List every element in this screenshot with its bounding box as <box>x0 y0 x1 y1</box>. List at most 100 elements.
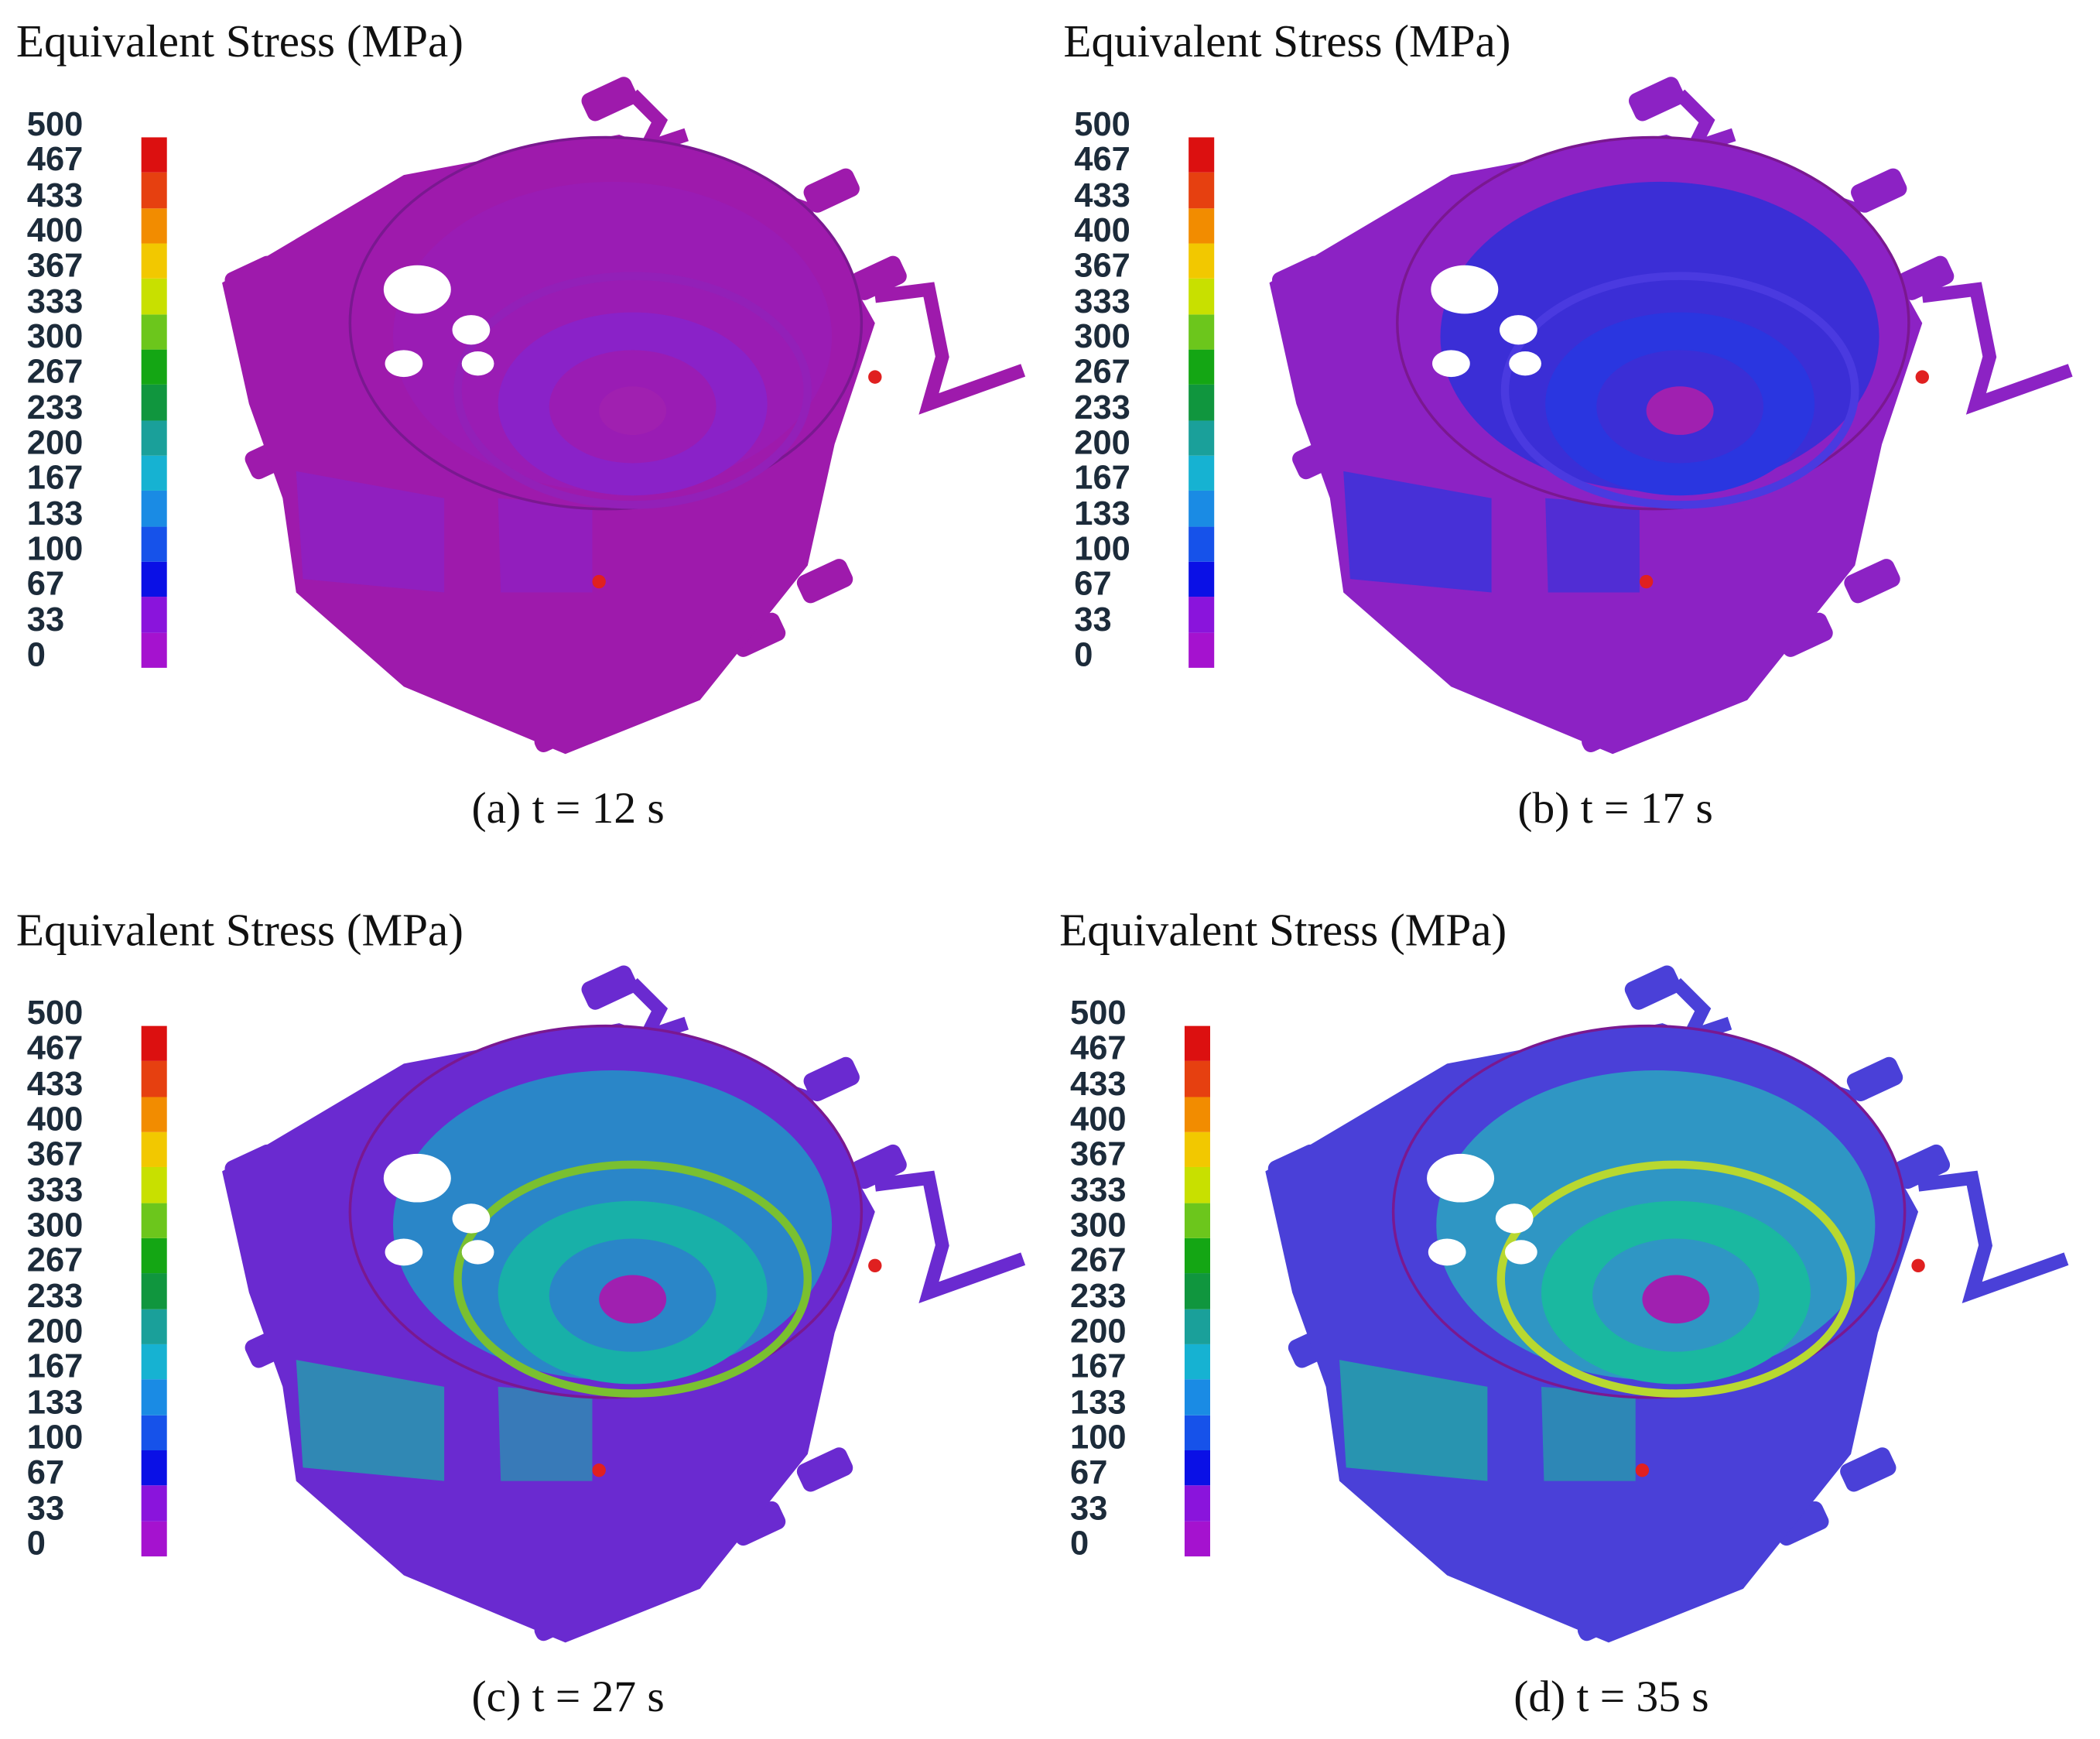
casting-render <box>1265 965 2069 1643</box>
legend-band <box>141 490 167 527</box>
legend-band <box>1184 1203 1210 1238</box>
tab <box>1840 1447 1896 1492</box>
hole <box>383 265 451 314</box>
legend-band <box>1189 208 1215 244</box>
legend-tick-label: 100 <box>27 530 84 567</box>
legend-band <box>1184 1025 1210 1061</box>
legend-band <box>141 1379 167 1416</box>
legend-tick-label: 500 <box>27 106 84 143</box>
hole <box>385 350 423 378</box>
tab <box>850 1144 907 1190</box>
legend-tick-label: 133 <box>27 495 84 532</box>
panel-caption: (a) t = 12 s <box>472 784 665 833</box>
tab <box>1893 1144 1951 1190</box>
legend-band <box>141 1131 167 1167</box>
hot-spot <box>592 574 606 589</box>
legend-tick-label: 367 <box>27 247 84 284</box>
legend-tick-label: 267 <box>1074 353 1130 390</box>
legend-band <box>141 1166 167 1203</box>
hole <box>1504 1240 1537 1265</box>
legend-band <box>1189 172 1215 209</box>
pipe <box>1917 1170 2069 1303</box>
ring-accent <box>1500 272 1859 509</box>
side-face <box>1545 498 1640 593</box>
legend-band <box>1184 1450 1210 1486</box>
legend-tick-label: 433 <box>1070 1066 1127 1103</box>
legend-tick-label: 467 <box>1070 1029 1127 1066</box>
legend-tick-label: 133 <box>1074 495 1130 532</box>
hole <box>1500 315 1537 345</box>
panel: Equivalent Stress (MPa) 03367100133167200… <box>1059 904 2069 1721</box>
panel-caption: (b) t = 17 s <box>1517 784 1712 833</box>
legend-tick-label: 67 <box>27 1454 64 1491</box>
legend-tick-label: 400 <box>1074 212 1130 249</box>
legend-title: Equivalent Stress (MPa) <box>16 904 463 955</box>
legend-band <box>1189 137 1215 173</box>
boss <box>1646 386 1714 435</box>
legend-tick-label: 233 <box>1070 1278 1127 1315</box>
panel: Equivalent Stress (MPa) 03367100133167200… <box>16 15 1026 833</box>
panel: Equivalent Stress (MPa) 03367100133167200… <box>16 904 1026 1721</box>
legend-band <box>1189 384 1215 421</box>
side-face <box>1343 471 1492 593</box>
legend-band <box>141 1025 167 1061</box>
legend-band <box>141 172 167 209</box>
side-face <box>296 1360 445 1481</box>
legend-band <box>1189 490 1215 527</box>
legend-tick-label: 100 <box>1074 530 1130 567</box>
boss <box>599 386 667 435</box>
legend-tick-label: 500 <box>1070 994 1127 1032</box>
legend-band <box>141 314 167 350</box>
legend-title: Equivalent Stress (MPa) <box>1059 904 1507 955</box>
tab <box>581 965 638 1010</box>
legend-tick-label: 367 <box>1070 1136 1127 1173</box>
legend-tick-label: 33 <box>1074 601 1111 638</box>
tab <box>803 1056 860 1102</box>
legend-tick-label: 400 <box>27 212 84 249</box>
legend-tick-label: 433 <box>27 1066 84 1103</box>
legend-band <box>141 455 167 491</box>
legend-band <box>1184 1379 1210 1416</box>
legend-band <box>1184 1166 1210 1203</box>
legend-tick-label: 0 <box>27 636 46 673</box>
legend-tick-label: 0 <box>1074 636 1093 673</box>
legend-tick-label: 133 <box>1070 1384 1127 1421</box>
boss <box>1642 1275 1710 1324</box>
legend-band <box>141 632 167 668</box>
legend-band <box>1184 1097 1210 1132</box>
panel: Equivalent Stress (MPa) 03367100133167200… <box>1063 15 2073 833</box>
legend-band <box>1184 1273 1210 1309</box>
legend-tick-label: 300 <box>27 1207 84 1244</box>
legend-tick-label: 167 <box>27 1348 84 1385</box>
legend-band <box>1184 1237 1210 1274</box>
tab <box>1846 1056 1903 1102</box>
legend-tick-label: 400 <box>27 1101 84 1138</box>
casting-render <box>1269 77 2073 755</box>
legend-tick-label: 467 <box>1074 141 1130 178</box>
legend-band <box>141 561 167 597</box>
legend-band <box>141 137 167 173</box>
legend-tick-label: 333 <box>27 283 84 320</box>
legend-band <box>141 349 167 385</box>
hole <box>383 1153 451 1203</box>
legend-title: Equivalent Stress (MPa) <box>1063 15 1510 67</box>
legend-tick-label: 267 <box>1070 1242 1127 1279</box>
legend-tick-label: 400 <box>1070 1101 1127 1138</box>
boss <box>599 1275 667 1324</box>
legend-tick-label: 233 <box>27 1278 84 1315</box>
tab <box>1897 255 1955 300</box>
legend-tick-label: 433 <box>27 177 84 214</box>
tab <box>581 77 638 122</box>
side-face <box>1339 1360 1488 1481</box>
legend-band <box>1189 278 1215 315</box>
ring-accent <box>453 1160 812 1398</box>
legend-band <box>141 1203 167 1238</box>
ring-accent <box>1496 1160 1855 1398</box>
legend-band <box>1189 420 1215 456</box>
legend-band <box>141 1097 167 1132</box>
tab <box>850 255 907 300</box>
legend-band <box>141 1344 167 1380</box>
casting-render <box>222 77 1026 755</box>
